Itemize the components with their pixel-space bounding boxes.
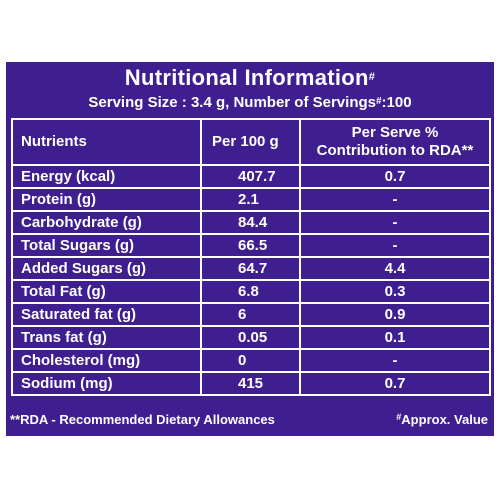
- table-body: Energy (kcal) 407.7 0.7 Protein (g) 2.1- Carb…: [11, 164, 491, 396]
- per-100g-value: 66.5: [200, 233, 301, 258]
- title-mark: #: [368, 71, 376, 83]
- table-row: Cholesterol (mg) 0-: [11, 348, 491, 373]
- rda-percent-value: 0.3: [299, 279, 491, 304]
- rda-percent-value: -: [299, 348, 491, 373]
- per-100g-value: 6: [200, 302, 301, 327]
- panel-title: Nutritional Information#: [6, 65, 494, 91]
- serving-suffix: :100: [381, 94, 412, 111]
- rda-percent-value: 4.4: [299, 256, 491, 281]
- per-100g-value: 2.1: [200, 187, 301, 212]
- rda-percent-value: -: [299, 233, 491, 258]
- nutrient-name: Added Sugars (g): [11, 256, 202, 281]
- serving-info: Serving Size : 3.4 g, Number of Servings…: [6, 93, 494, 113]
- per-100g-value: 84.4: [200, 210, 301, 235]
- per-100g-value: 6.8: [200, 279, 301, 304]
- table-row: Added Sugars (g) 64.7 4.4: [11, 256, 491, 281]
- approx-footnote: #Approx. Value: [396, 412, 488, 427]
- header-per-serve-line2: Contribution to RDA**: [316, 142, 474, 159]
- rda-footnote: **RDA - Recommended Dietary Allowances: [10, 412, 275, 427]
- table-row: Energy (kcal) 407.7 0.7: [11, 164, 491, 189]
- table-header-row: Nutrients Per 100 g Per Serve % Contribu…: [11, 118, 491, 166]
- title-text: Nutritional Information: [124, 65, 369, 90]
- per-100g-value: 415: [200, 371, 301, 396]
- rda-percent-value: -: [299, 187, 491, 212]
- table-row: Saturated fat (g) 6 0.9: [11, 302, 491, 327]
- approx-text: Approx. Value: [401, 412, 488, 427]
- nutrient-name: Total Fat (g): [11, 279, 202, 304]
- approx-mark: #: [396, 412, 402, 422]
- nutrient-name: Energy (kcal): [11, 164, 202, 189]
- nutrient-name: Total Sugars (g): [11, 233, 202, 258]
- nutrient-name: Trans fat (g): [11, 325, 202, 350]
- per-100g-value: 407.7: [200, 164, 301, 189]
- header-nutrients: Nutrients: [11, 118, 202, 166]
- table-row: Carbohydrate (g) 84.4-: [11, 210, 491, 235]
- header-per-100g: Per 100 g: [200, 118, 301, 166]
- serving-prefix: Serving Size : 3.4 g, Number of Servings: [88, 94, 376, 111]
- nutrient-name: Sodium (mg): [11, 371, 202, 396]
- table-row: Sodium (mg) 415 0.7: [11, 371, 491, 396]
- per-100g-value: 64.7: [200, 256, 301, 281]
- rda-percent-value: -: [299, 210, 491, 235]
- per-100g-value: 0.05: [200, 325, 301, 350]
- table-row: Trans fat (g) 0.05 0.1: [11, 325, 491, 350]
- rda-percent-value: 0.1: [299, 325, 491, 350]
- header-per-serve-line1: Per Serve %: [351, 124, 439, 141]
- nutrient-name: Carbohydrate (g): [11, 210, 202, 235]
- serving-mark: #: [375, 96, 382, 107]
- table-row: Total Sugars (g) 66.5-: [11, 233, 491, 258]
- table-row: Total Fat (g) 6.8 0.3: [11, 279, 491, 304]
- table-row: Protein (g) 2.1-: [11, 187, 491, 212]
- rda-percent-value: 0.9: [299, 302, 491, 327]
- per-100g-value: 0: [200, 348, 301, 373]
- nutrient-name: Protein (g): [11, 187, 202, 212]
- nutrition-panel: Nutritional Information# Serving Size : …: [6, 62, 494, 436]
- nutrient-name: Saturated fat (g): [11, 302, 202, 327]
- nutrient-name: Cholesterol (mg): [11, 348, 202, 373]
- nutrition-table: Nutrients Per 100 g Per Serve % Contribu…: [11, 118, 491, 396]
- header-per-serve-rda: Per Serve % Contribution to RDA**: [299, 118, 491, 166]
- rda-percent-value: 0.7: [299, 371, 491, 396]
- rda-percent-value: 0.7: [299, 164, 491, 189]
